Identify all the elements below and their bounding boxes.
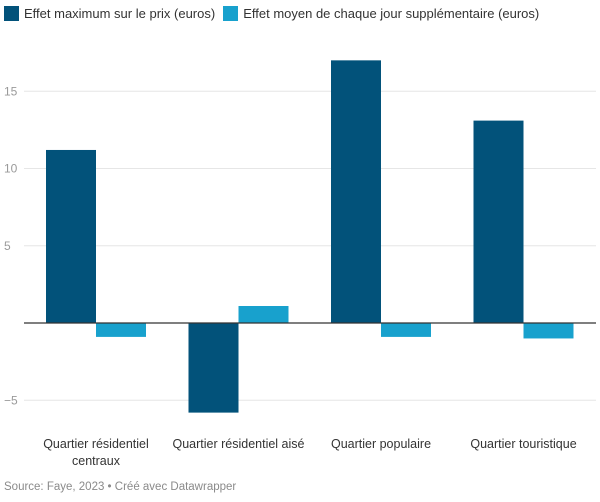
bar-max-effect [473,120,524,323]
y-tick-label: −5 [4,393,18,407]
bar-avg-effect [238,306,289,323]
x-category-label: Quartier résidentiel aisé [172,437,304,451]
bar-max-effect [331,60,381,323]
bar-avg-effect [523,323,574,339]
x-category-label: Quartier populaire [331,437,431,451]
y-tick-label: 5 [4,239,11,253]
legend-item-avg-effect: Effet moyen de chaque jour supplémentair… [223,6,539,21]
x-category-label: Quartier résidentiel [43,437,149,451]
source-footer: Source: Faye, 2023 • Créé avec Datawrapp… [4,481,237,493]
bar-max-effect [46,149,96,323]
bar-avg-effect [381,323,431,337]
bar-avg-effect [96,323,146,337]
legend-label-max-effect: Effet maximum sur le prix (euros) [24,6,216,21]
x-category-label: centraux [72,454,121,468]
legend-label-avg-effect: Effet moyen de chaque jour supplémentair… [243,6,540,21]
legend-swatch-avg-effect [223,6,239,21]
x-category-label: Quartier touristique [470,437,576,451]
legend: Effet maximum sur le prix (euros) Effet … [4,6,547,21]
y-tick-label: 15 [4,84,18,98]
legend-item-max-effect: Effet maximum sur le prix (euros) [4,6,215,21]
bar-max-effect [188,323,239,413]
y-tick-label: 10 [4,162,18,176]
legend-swatch-max-effect [4,6,19,21]
